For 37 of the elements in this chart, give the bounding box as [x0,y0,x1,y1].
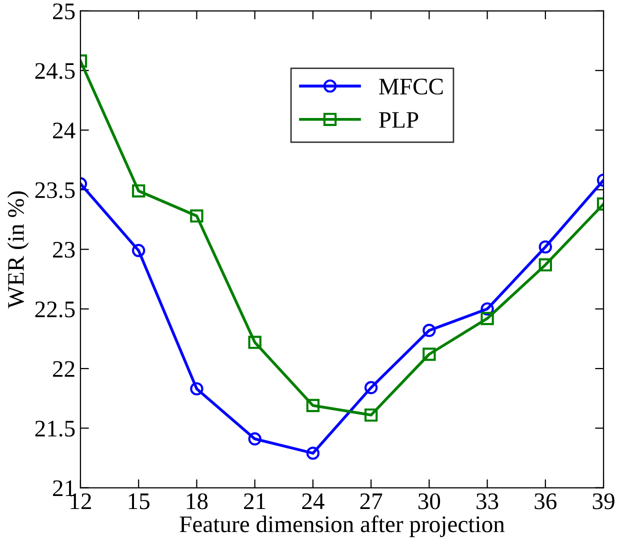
y-axis-title: WER (in %) [7,191,29,308]
x-axis-title: Feature dimension after projection [180,515,505,538]
point [190,209,204,223]
point [480,312,494,326]
point [480,302,494,316]
point [132,184,146,198]
y-tick-label: 21.5 [35,420,75,437]
x-tick-label: 15 [128,493,150,510]
y-tick-label: 22.5 [35,302,75,318]
point [422,348,436,361]
point [538,240,552,254]
point [306,446,320,460]
x-tick-label: 24 [302,493,324,510]
x-tick-label: 36 [534,493,557,510]
point [248,336,262,349]
y-tick-label: 24 [53,122,76,138]
x-tick-label: 39 [592,493,614,510]
y-tick-label: 23 [53,242,75,258]
point [364,408,378,422]
point [248,432,262,446]
legend-label: PLP [379,112,418,128]
point [364,381,378,394]
y-tick-label: 24.5 [35,63,75,80]
x-tick-label: 18 [186,493,208,510]
point [422,324,436,338]
x-tick-label: 30 [418,493,440,510]
legend-label: MFCC [379,78,443,95]
point [132,244,146,258]
y-tick-label: 25 [53,3,75,20]
point [306,398,320,412]
y-tick-label: 23.5 [35,182,75,198]
x-tick-label: 21 [244,493,266,510]
y-tick-label: 22 [53,361,74,377]
x-tick-label: 27 [360,493,382,510]
point [190,382,204,396]
point [538,258,552,272]
x-tick-label: 33 [476,493,498,510]
